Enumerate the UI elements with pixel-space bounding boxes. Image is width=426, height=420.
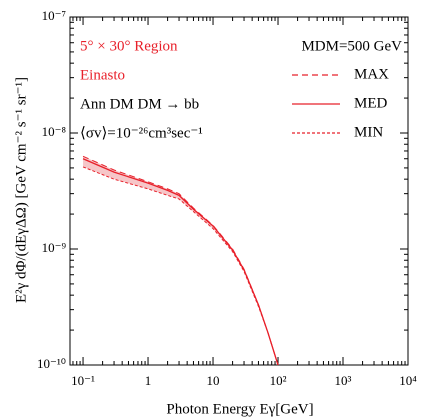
y-axis-label: E²γ dΦ/(dEγΔΩ) [GeV cm⁻² s⁻¹ sr⁻¹] [13, 77, 29, 303]
annotation: 5° × 30° Region [80, 38, 178, 54]
legend-label: MAX [354, 66, 389, 82]
annotation: Ann DM DM → bb [80, 96, 199, 112]
x-tick-label: 10⁴ [399, 373, 417, 388]
annotation: ⟨σv⟩=10⁻²⁶cm³sec⁻¹ [80, 125, 203, 141]
x-tick-label: 10⁻¹ [71, 373, 95, 388]
x-axis-label: Photon Energy Eγ[GeV] [166, 401, 313, 417]
x-tick-label: 10 [207, 373, 220, 388]
y-tick-label: 10⁻⁸ [42, 124, 67, 139]
y-tick-label: 10⁻¹⁰ [37, 356, 66, 371]
series-line [82, 155, 279, 366]
y-tick-label: 10⁻⁷ [42, 8, 66, 23]
y-tick-label: 10⁻⁹ [42, 240, 67, 255]
annotation: Einasto [80, 67, 125, 83]
plot-frame [69, 16, 409, 366]
legend-label: MIN [354, 124, 383, 140]
x-tick-label: 1 [145, 373, 152, 388]
band [83, 156, 279, 365]
x-tick-label: 10³ [335, 373, 352, 388]
legend-title: MDM=500 GeV [301, 38, 402, 54]
legend-label: MED [354, 95, 388, 111]
x-tick-label: 10² [270, 373, 287, 388]
series-line [82, 166, 279, 366]
series-line [82, 158, 279, 366]
